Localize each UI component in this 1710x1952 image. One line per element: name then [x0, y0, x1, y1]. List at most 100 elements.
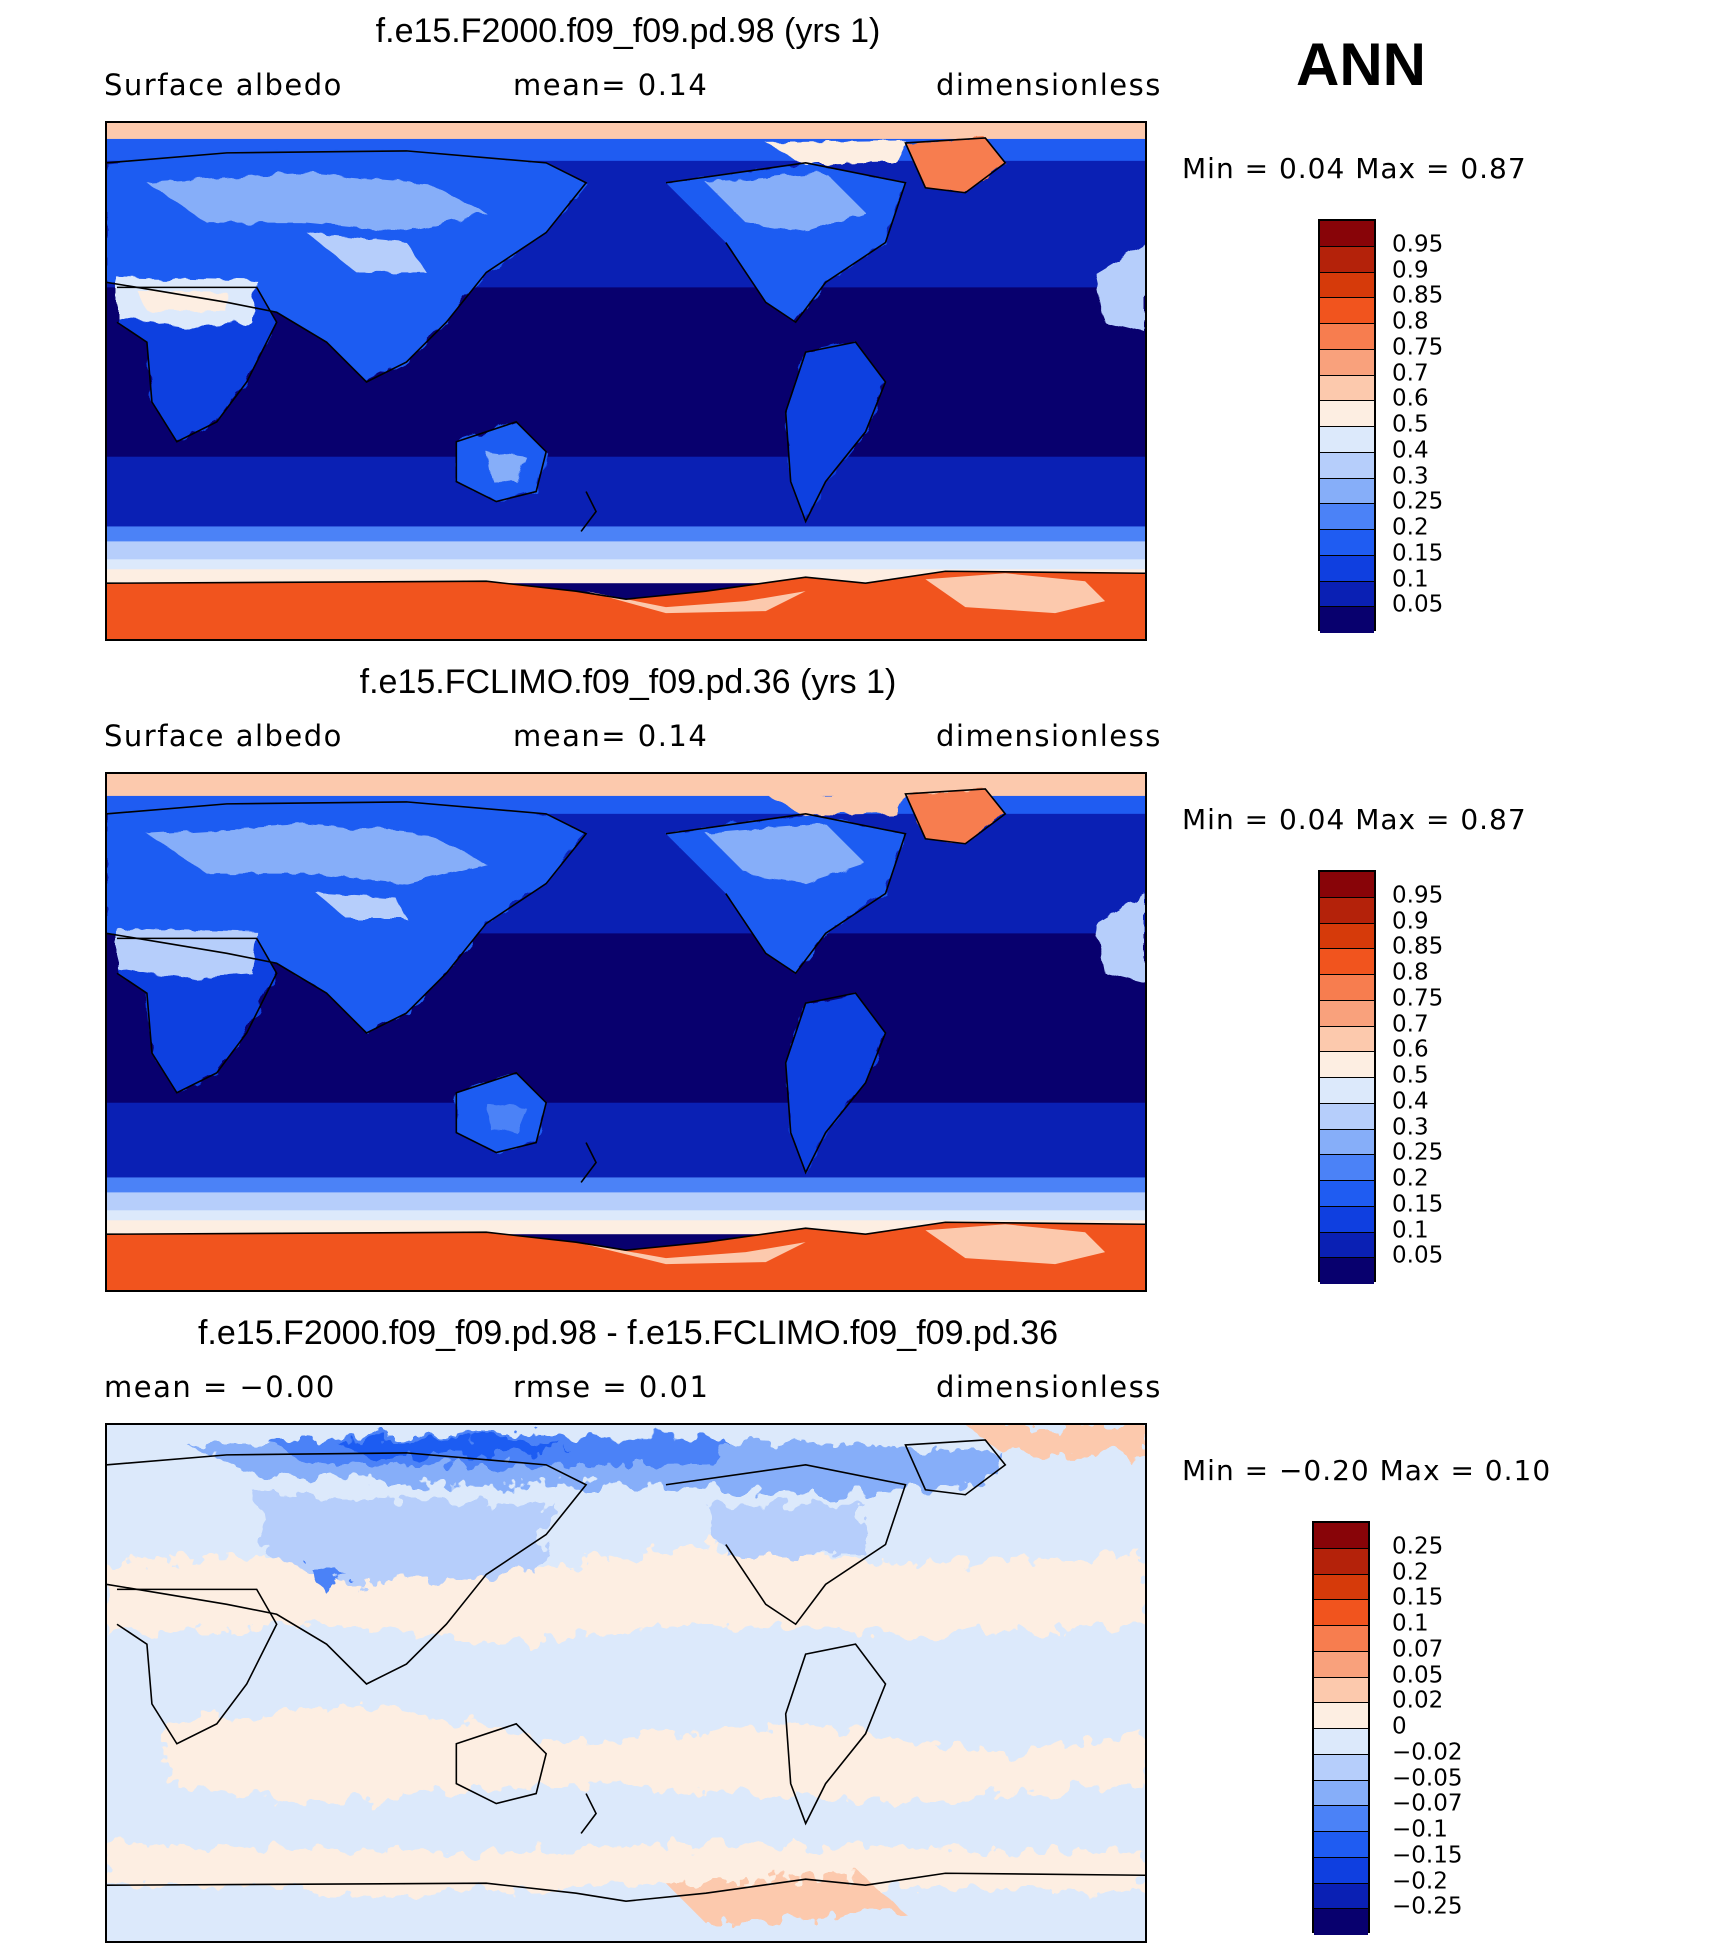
cb-label: 0.4	[1392, 1088, 1429, 1115]
colorbar-swatch	[1320, 923, 1374, 950]
cb-label: 0.9	[1392, 257, 1429, 283]
cb-label: −0.02	[1392, 1739, 1463, 1766]
colorbar-swatch	[1320, 427, 1374, 453]
cb-label: 0.7	[1392, 1011, 1429, 1037]
panel2-units-label: dimensionless	[936, 719, 1162, 753]
cb-label: 0.9	[1392, 908, 1429, 934]
panel1-mean-label: mean= 0.14	[513, 68, 709, 102]
panel3-map-svg	[107, 1425, 1145, 1941]
cb-label: 0.15	[1392, 540, 1444, 567]
cb-label: 0.15	[1392, 1191, 1444, 1218]
colorbar-swatch	[1320, 1206, 1374, 1233]
cb-label: 0.2	[1392, 514, 1429, 541]
colorbar-swatch	[1320, 478, 1374, 505]
colorbar-swatch	[1320, 1103, 1374, 1130]
colorbar-swatch	[1320, 504, 1374, 530]
cb-label: 0.75	[1392, 985, 1444, 1012]
panel1-map-svg	[107, 123, 1145, 639]
colorbar-swatch	[1314, 1780, 1368, 1807]
cb-label: −0.1	[1392, 1816, 1448, 1843]
colorbar-swatch	[1314, 1548, 1368, 1575]
colorbar-swatch	[1314, 1909, 1368, 1935]
colorbar-swatch	[1320, 607, 1374, 633]
colorbar-swatch	[1314, 1806, 1368, 1832]
cb-label: 0.05	[1392, 1242, 1444, 1269]
cb-label: −0.2	[1392, 1868, 1448, 1894]
colorbar-swatch	[1314, 1832, 1368, 1858]
colorbar-swatch	[1320, 872, 1374, 898]
colorbar-swatch	[1320, 897, 1374, 924]
cb-label: 0.6	[1392, 1036, 1429, 1063]
panel2-variable-label: Surface albedo	[104, 719, 343, 753]
cb-label: 0.7	[1392, 360, 1429, 386]
colorbar-swatch	[1314, 1651, 1368, 1678]
cb-label: 0.1	[1392, 1610, 1429, 1637]
colorbar-swatch	[1314, 1574, 1368, 1601]
panel1-colorbar	[1318, 219, 1376, 633]
cb-label: 0.3	[1392, 1114, 1429, 1140]
colorbar-swatch	[1314, 1600, 1368, 1626]
panel3-map	[105, 1423, 1147, 1943]
panel3-title: f.e15.F2000.f09_f09.pd.98 - f.e15.FCLIMO…	[197, 1314, 1059, 1352]
panel3-minmax: Min = −0.20 Max = 0.10	[1182, 1454, 1552, 1487]
colorbar-swatch	[1320, 401, 1374, 427]
cb-label: −0.07	[1392, 1790, 1463, 1817]
colorbar-swatch	[1320, 530, 1374, 556]
panel2-colorbar	[1318, 870, 1376, 1284]
colorbar-swatch	[1314, 1677, 1368, 1704]
cb-label: 0.3	[1392, 463, 1429, 489]
cb-label: 0.4	[1392, 437, 1429, 464]
colorbar-swatch	[1320, 1026, 1374, 1053]
cb-label: 0.95	[1392, 231, 1444, 258]
colorbar-swatch	[1320, 975, 1374, 1001]
cb-label: 0.05	[1392, 591, 1444, 618]
panel3-units-label: dimensionless	[936, 1370, 1162, 1404]
panel1-units-label: dimensionless	[936, 68, 1162, 102]
colorbar-swatch	[1314, 1857, 1368, 1884]
colorbar-swatch	[1320, 1232, 1374, 1259]
cb-label: 0.85	[1392, 933, 1444, 960]
panel2-map	[105, 772, 1147, 1292]
colorbar-swatch	[1314, 1703, 1368, 1729]
colorbar-swatch	[1320, 221, 1374, 247]
cb-label: 0.25	[1392, 488, 1444, 515]
cb-label: 0.2	[1392, 1165, 1429, 1192]
cb-label: 0.07	[1392, 1636, 1444, 1663]
cb-label: 0.25	[1392, 1139, 1444, 1166]
cb-label: 0.02	[1392, 1687, 1444, 1714]
colorbar-swatch	[1314, 1626, 1368, 1652]
colorbar-swatch	[1320, 375, 1374, 402]
cb-label: 0.1	[1392, 1217, 1429, 1243]
colorbar-swatch	[1320, 949, 1374, 975]
panel1-minmax: Min = 0.04 Max = 0.87	[1182, 152, 1527, 185]
panel1-map	[105, 121, 1147, 641]
cb-label: 0.2	[1392, 1559, 1429, 1585]
colorbar-swatch	[1320, 1000, 1374, 1027]
panel1-variable-label: Surface albedo	[104, 68, 343, 102]
cb-label: 0.8	[1392, 959, 1429, 986]
panel2-title: f.e15.FCLIMO.f09_f09.pd.36 (yrs 1)	[359, 663, 897, 701]
cb-label: −0.25	[1392, 1893, 1463, 1920]
colorbar-swatch	[1320, 324, 1374, 350]
colorbar-swatch	[1320, 349, 1374, 376]
colorbar-swatch	[1320, 1129, 1374, 1156]
cb-label: −0.15	[1392, 1842, 1463, 1869]
cb-label: 0	[1392, 1713, 1407, 1740]
colorbar-swatch	[1320, 298, 1374, 324]
cb-label: 0.5	[1392, 411, 1429, 438]
colorbar-swatch	[1314, 1883, 1368, 1910]
cb-label: 0.5	[1392, 1062, 1429, 1089]
cb-label: 0.8	[1392, 308, 1429, 335]
colorbar-swatch	[1314, 1729, 1368, 1755]
colorbar-swatch	[1320, 1155, 1374, 1181]
colorbar-swatch	[1320, 272, 1374, 299]
panel1-title: f.e15.F2000.f09_f09.pd.98 (yrs 1)	[375, 12, 881, 50]
cb-label: 0.1	[1392, 566, 1429, 592]
cb-label: 0.95	[1392, 882, 1444, 909]
panel2-map-svg	[107, 774, 1145, 1290]
colorbar-swatch	[1314, 1754, 1368, 1781]
panel3-rmse-label: rmse = 0.01	[513, 1370, 710, 1404]
cb-label: 0.05	[1392, 1662, 1444, 1688]
colorbar-swatch	[1320, 555, 1374, 582]
colorbar-swatch	[1320, 1078, 1374, 1104]
